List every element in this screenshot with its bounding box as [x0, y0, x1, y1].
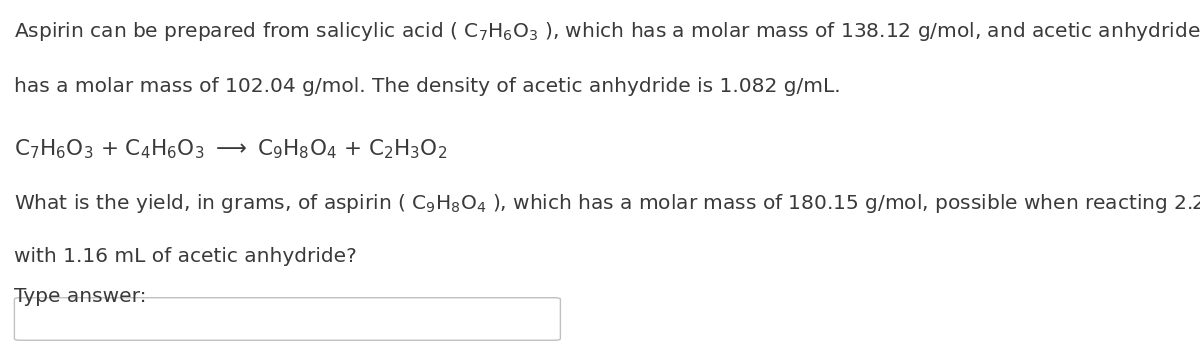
FancyBboxPatch shape	[14, 298, 560, 340]
Text: $\mathregular{C_7H_6O_3}$ + $\mathregular{C_4H_6O_3}$ $\longrightarrow$ $\mathre: $\mathregular{C_7H_6O_3}$ + $\mathregula…	[14, 137, 448, 161]
Text: What is the yield, in grams, of aspirin ( $\mathregular{C_9H_8O_4}$ ), which has: What is the yield, in grams, of aspirin …	[14, 192, 1200, 215]
Text: has a molar mass of 102.04 g/mol. The density of acetic anhydride is 1.082 g/mL.: has a molar mass of 102.04 g/mol. The de…	[14, 77, 841, 96]
Text: Type answer:: Type answer:	[14, 287, 146, 306]
Text: with 1.16 mL of acetic anhydride?: with 1.16 mL of acetic anhydride?	[14, 247, 358, 266]
Text: Aspirin can be prepared from salicylic acid ( $\mathregular{C_7H_6O_3}$ ), which: Aspirin can be prepared from salicylic a…	[14, 20, 1200, 43]
